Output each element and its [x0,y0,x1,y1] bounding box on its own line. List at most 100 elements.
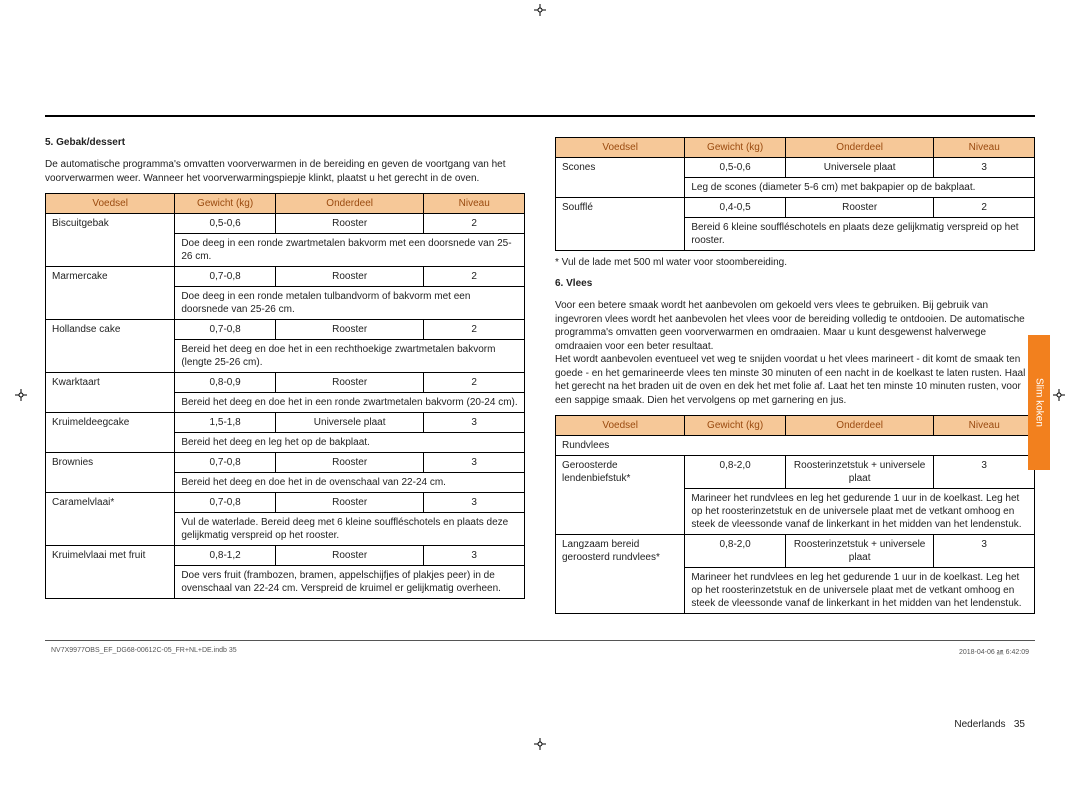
cell-food: Geroosterde lendenbiefstuk* [556,456,685,535]
cell-level: 3 [934,535,1035,568]
cell-desc: Doe deeg in een ronde metalen tulbandvor… [175,287,525,320]
cell-weight: 0,4-0,5 [685,198,786,218]
cell-desc: Marineer het rundvlees en leg het gedure… [685,489,1035,535]
cell-desc: Bereid het deeg en doe het in de ovensch… [175,473,525,493]
table-row: Kruimelvlaai met fruit0,8-1,2Rooster3 [46,546,525,566]
cell-part: Universele plaat [785,158,933,178]
page-footer: Nederlands 35 [954,719,1025,730]
table-row: Geroosterde lendenbiefstuk*0,8-2,0Rooste… [556,456,1035,489]
cell-weight: 0,5-0,6 [175,214,276,234]
left-column: 5. Gebak/dessert De automatische program… [45,137,525,618]
cell-desc: Doe deeg in een ronde zwartmetalen bakvo… [175,234,525,267]
table-row: Biscuitgebak0,5-0,6Rooster2 [46,214,525,234]
cell-level: 3 [424,413,525,433]
cell-desc: Bereid het deeg en leg het op de bakplaa… [175,433,525,453]
cell-food: Biscuitgebak [46,214,175,267]
crop-mark-bottom [534,738,546,750]
cell-weight: 0,7-0,8 [175,453,276,473]
cell-weight: 1,5-1,8 [175,413,276,433]
cell-desc: Marineer het rundvlees en leg het gedure… [685,568,1035,614]
th-food: Voedsel [556,138,685,158]
cell-level: 3 [424,493,525,513]
crop-mark-right [1053,389,1065,401]
cell-level: 3 [934,158,1035,178]
cell-food: Soufflé [556,198,685,251]
page-columns: 5. Gebak/dessert De automatische program… [45,137,1035,618]
cell-level: 2 [424,320,525,340]
footline-file: NV7X9977OBS_EF_DG68-00612C-05_FR+NL+DE.i… [51,647,237,657]
cell-level: 3 [424,453,525,473]
table-meat: Voedsel Gewicht (kg) Onderdeel Niveau Ru… [555,415,1035,614]
cell-food: Langzaam bereid geroosterd rundvlees* [556,535,685,614]
cell-weight: 0,7-0,8 [175,267,276,287]
section-title-6: 6. Vlees [555,278,1035,289]
th-weight: Gewicht (kg) [685,416,786,436]
cell-level: 2 [424,373,525,393]
table-row: Marmercake0,7-0,8Rooster2 [46,267,525,287]
th-food: Voedsel [46,194,175,214]
th-level: Niveau [934,138,1035,158]
cell-desc: Leg de scones (diameter 5-6 cm) met bakp… [685,178,1035,198]
rule-top [45,115,1035,117]
table-header-row: Voedsel Gewicht (kg) Onderdeel Niveau [556,138,1035,158]
cell-level: 2 [424,214,525,234]
crop-mark-top [534,4,546,16]
section-5-intro: De automatische programma's omvatten voo… [45,158,525,185]
th-food: Voedsel [556,416,685,436]
cell-level: 2 [424,267,525,287]
th-weight: Gewicht (kg) [685,138,786,158]
cell-part: Rooster [275,453,423,473]
cell-part: Rooster [275,493,423,513]
cell-weight: 0,5-0,6 [685,158,786,178]
table-row: Kwarktaart0,8-0,9Rooster2 [46,373,525,393]
table-row: Langzaam bereid geroosterd rundvlees*0,8… [556,535,1035,568]
cell-part: Universele plaat [275,413,423,433]
footline-stamp: 2018-04-06 ㏂ 6:42:09 [959,647,1029,657]
cell-weight: 0,8-1,2 [175,546,276,566]
cell-desc: Bereid het deeg en doe het in een ronde … [175,393,525,413]
cell-food: Kwarktaart [46,373,175,413]
crop-mark-left [15,389,27,401]
cell-desc: Bereid het deeg en doe het in een rechth… [175,340,525,373]
cell-food: Scones [556,158,685,198]
cell-part: Rooster [275,320,423,340]
footer-page-number: 35 [1014,719,1025,730]
print-footline: NV7X9977OBS_EF_DG68-00612C-05_FR+NL+DE.i… [45,647,1035,657]
cell-part: Rooster [785,198,933,218]
table-row: Hollandse cake0,7-0,8Rooster2 [46,320,525,340]
cell-weight: 0,7-0,8 [175,320,276,340]
cell-part: Rooster [275,373,423,393]
rule-bottom [45,640,1035,641]
table-row: Kruimeldeegcake1,5-1,8Universele plaat3 [46,413,525,433]
table-row: Brownies0,7-0,8Rooster3 [46,453,525,473]
cell-part: Rooster [275,214,423,234]
footer-language: Nederlands [954,719,1005,730]
table-header-row: Voedsel Gewicht (kg) Onderdeel Niveau [46,194,525,214]
cell-food: Kruimelvlaai met fruit [46,546,175,599]
cell-food: Brownies [46,453,175,493]
cell-food: Hollandse cake [46,320,175,373]
table-dessert-cont: Voedsel Gewicht (kg) Onderdeel Niveau Sc… [555,137,1035,251]
table-row: Soufflé0,4-0,5Rooster2 [556,198,1035,218]
cell-desc: Doe vers fruit (frambozen, bramen, appel… [175,566,525,599]
cell-food: Caramelvlaai* [46,493,175,546]
section-6-intro: Voor een betere smaak wordt het aanbevol… [555,299,1035,407]
cell-level: 2 [934,198,1035,218]
table-dessert: Voedsel Gewicht (kg) Onderdeel Niveau Bi… [45,193,525,599]
th-part: Onderdeel [785,416,933,436]
cell-part: Rooster [275,546,423,566]
table-header-row: Voedsel Gewicht (kg) Onderdeel Niveau [556,416,1035,436]
th-part: Onderdeel [785,138,933,158]
category-cell: Rundvlees [556,436,1035,456]
cell-weight: 0,7-0,8 [175,493,276,513]
cell-level: 3 [934,456,1035,489]
section-title-5: 5. Gebak/dessert [45,137,525,148]
th-part: Onderdeel [275,194,423,214]
side-tab: Slim koken [1028,335,1050,470]
cell-weight: 0,8-2,0 [685,535,786,568]
cell-weight: 0,8-0,9 [175,373,276,393]
th-level: Niveau [934,416,1035,436]
table-row: Scones0,5-0,6Universele plaat3 [556,158,1035,178]
cell-desc: Vul de waterlade. Bereid deeg met 6 klei… [175,513,525,546]
cell-food: Marmercake [46,267,175,320]
